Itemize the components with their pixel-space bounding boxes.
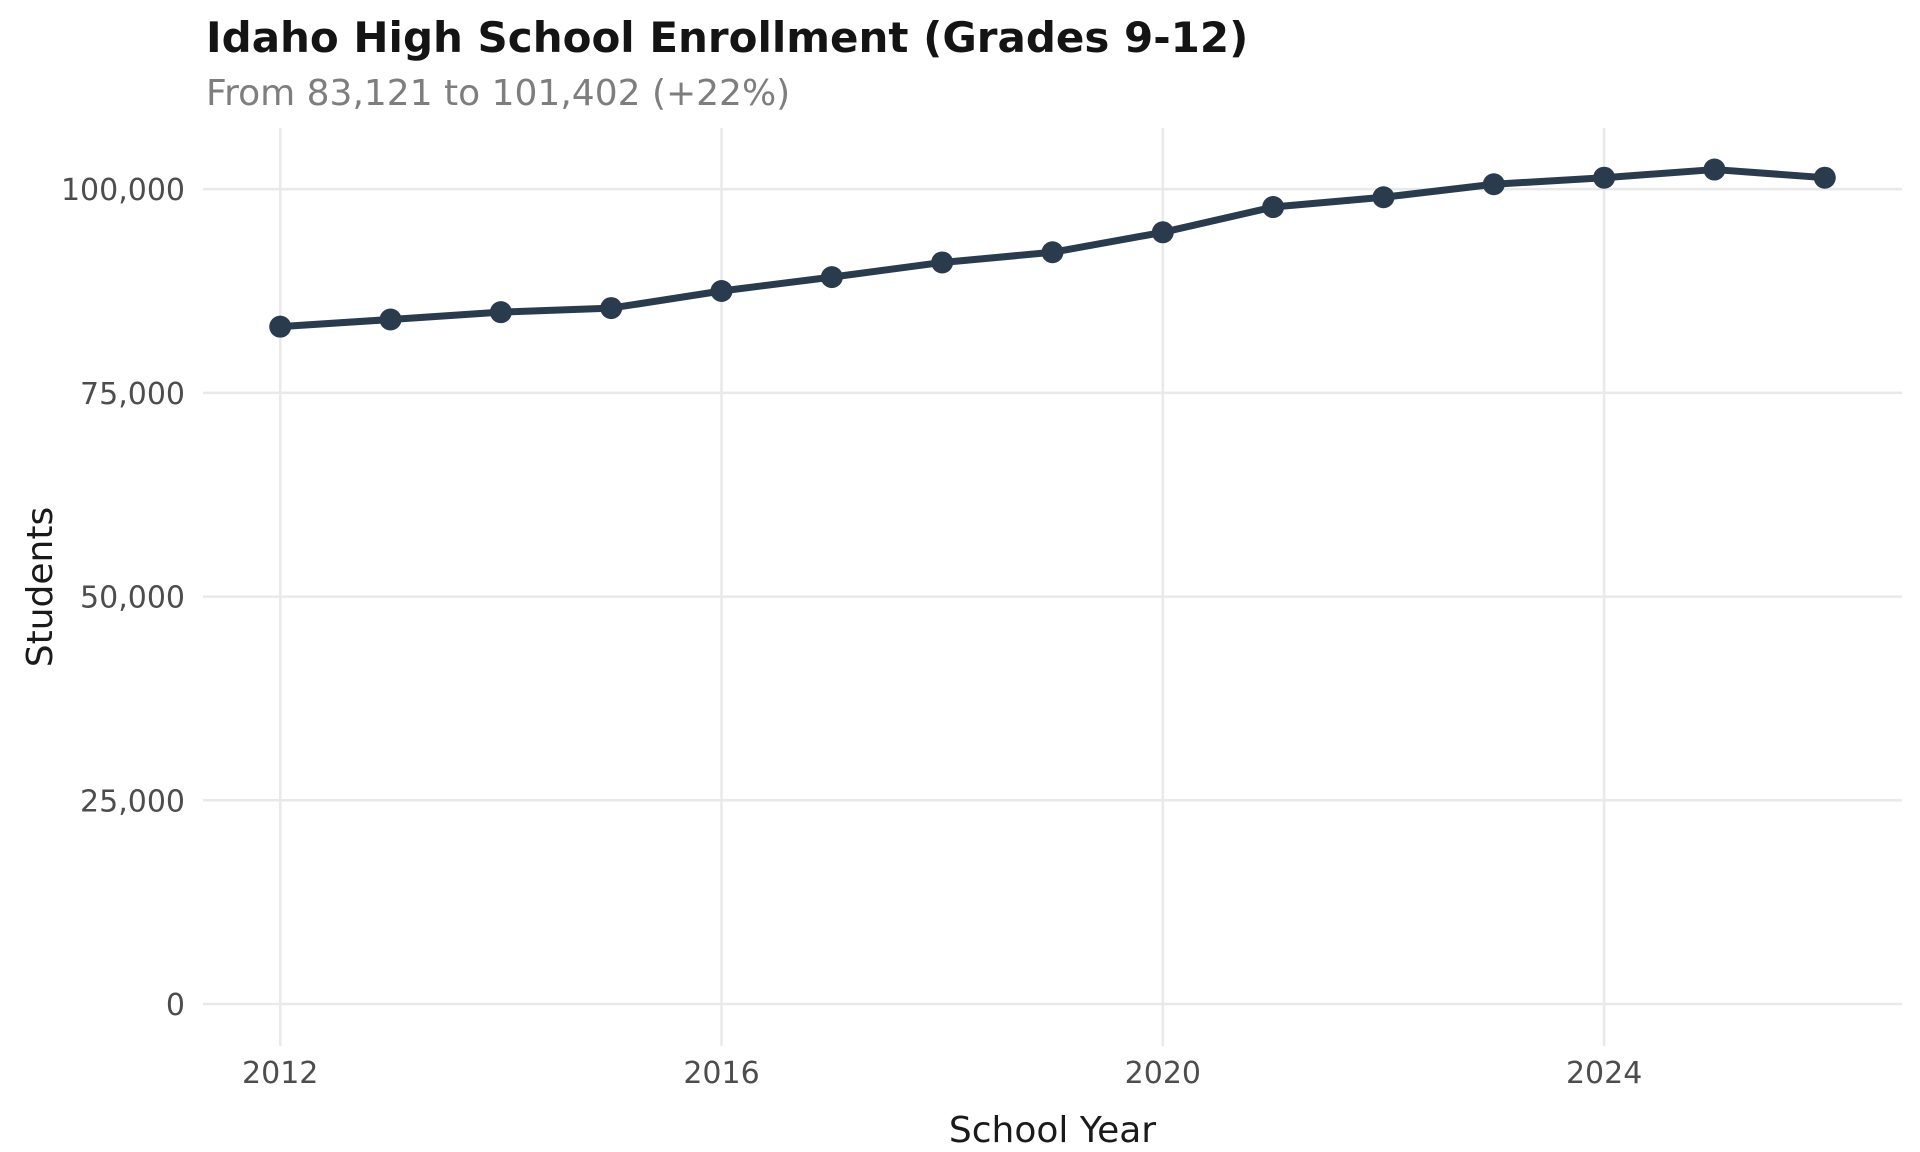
y-axis-title: Students bbox=[20, 507, 61, 667]
data-point bbox=[269, 315, 292, 338]
data-point bbox=[820, 266, 843, 289]
data-point bbox=[1703, 158, 1726, 181]
y-tick-label: 25,000 bbox=[80, 784, 185, 819]
x-axis-tick-labels: 2012 2016 2020 2024 bbox=[242, 1056, 1642, 1091]
data-point bbox=[1482, 173, 1505, 196]
data-point bbox=[600, 297, 623, 320]
x-axis-title: School Year bbox=[949, 1110, 1156, 1151]
data-point bbox=[931, 251, 954, 274]
x-tick-label: 2020 bbox=[1125, 1056, 1201, 1091]
data-point bbox=[379, 308, 402, 331]
y-tick-label: 50,000 bbox=[80, 581, 185, 616]
y-tick-label: 0 bbox=[166, 988, 185, 1023]
data-point bbox=[1262, 196, 1285, 219]
gridlines bbox=[203, 128, 1902, 1046]
data-point bbox=[1151, 221, 1174, 244]
x-tick-label: 2012 bbox=[242, 1056, 318, 1091]
chart-subtitle: From 83,121 to 101,402 (+22%) bbox=[206, 73, 791, 114]
data-point bbox=[489, 301, 512, 324]
data-point bbox=[1593, 166, 1616, 189]
data-point bbox=[1813, 166, 1836, 189]
data-points bbox=[269, 158, 1836, 338]
x-tick-label: 2016 bbox=[683, 1056, 759, 1091]
y-axis-tick-labels: 0 25,000 50,000 75,000 100,000 bbox=[61, 173, 185, 1023]
data-point bbox=[1041, 241, 1064, 264]
data-point bbox=[1372, 186, 1395, 209]
y-tick-label: 100,000 bbox=[61, 173, 185, 208]
chart-title: Idaho High School Enrollment (Grades 9-1… bbox=[206, 13, 1249, 62]
y-tick-label: 75,000 bbox=[80, 377, 185, 412]
x-tick-label: 2024 bbox=[1566, 1056, 1642, 1091]
data-point bbox=[710, 279, 733, 302]
